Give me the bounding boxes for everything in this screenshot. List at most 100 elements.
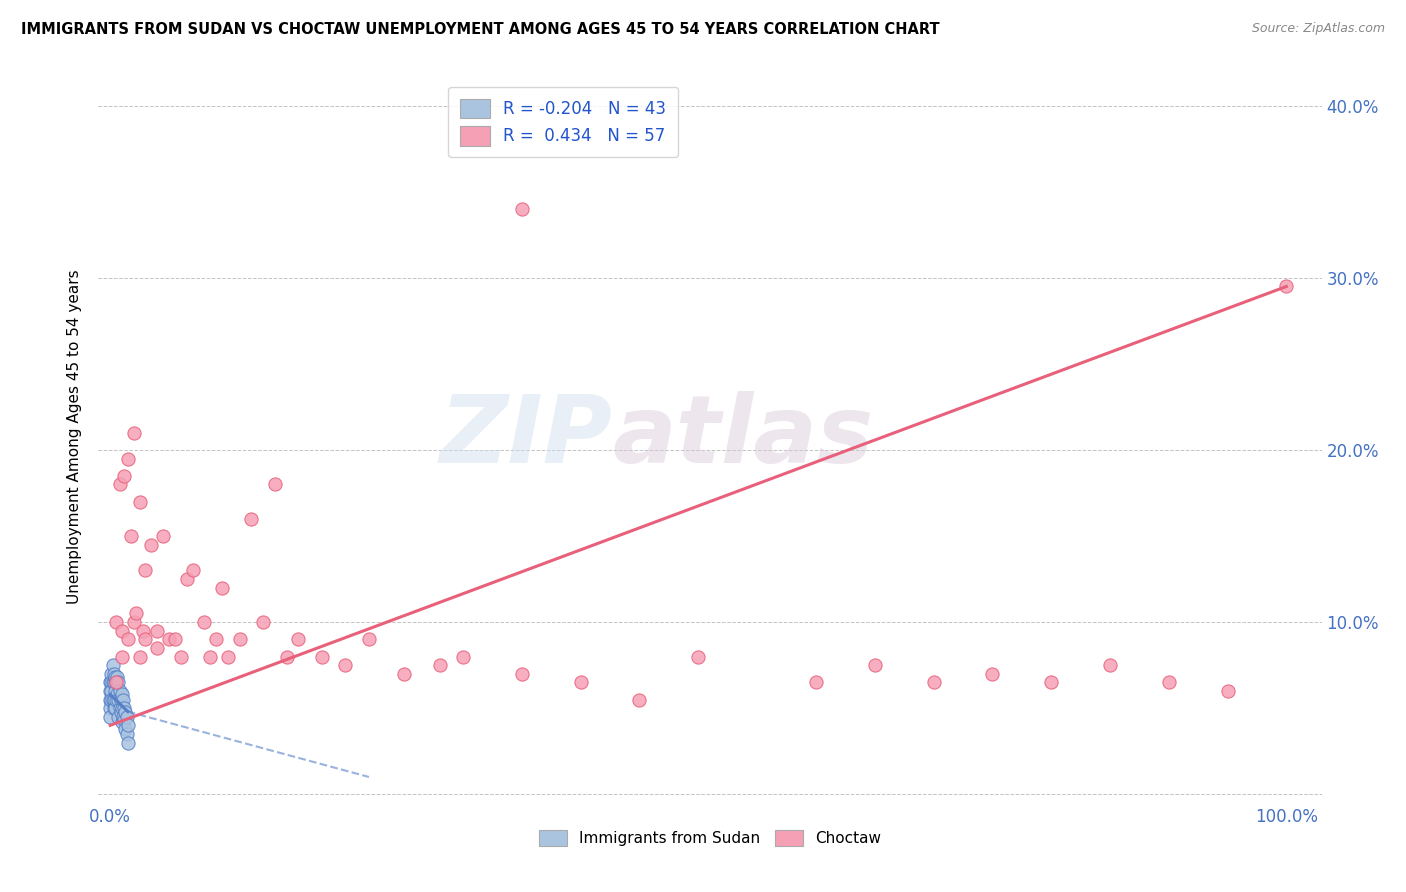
Point [98,701,121,715]
Point [101,692,124,706]
Point [170,649,193,664]
Point [101,658,124,673]
Point [104,670,127,684]
Point [335,658,357,673]
Point [117,735,139,749]
Point [122,615,145,629]
Legend: Immigrants from Sudan, Choctaw: Immigrants from Sudan, Choctaw [531,822,889,854]
Point [114,705,136,719]
Point [569,675,592,690]
Point [100,675,122,690]
Point [111,714,134,729]
Point [112,692,135,706]
Point [108,701,131,715]
Point [1098,658,1121,673]
Point [105,692,128,706]
Point [157,632,180,647]
Point [141,538,163,552]
Point [104,701,127,715]
Point [863,658,886,673]
Point [217,649,239,664]
Point [510,666,533,681]
Point [103,701,125,715]
Point [112,713,135,727]
Point [228,632,250,647]
Point [510,202,533,216]
Point [117,632,139,647]
Point [804,675,827,690]
Y-axis label: Unemployment Among Ages 45 to 54 years: Unemployment Among Ages 45 to 54 years [67,269,83,605]
Point [205,632,228,647]
Point [100,684,122,698]
Text: IMMIGRANTS FROM SUDAN VS CHOCTAW UNEMPLOYMENT AMONG AGES 45 TO 54 YEARS CORRELAT: IMMIGRANTS FROM SUDAN VS CHOCTAW UNEMPLO… [21,22,939,37]
Point [117,451,139,466]
Point [981,666,1004,681]
Point [451,649,474,664]
Point [111,687,134,701]
Point [115,710,138,724]
Point [628,692,651,706]
Point [1275,279,1298,293]
Point [105,687,128,701]
Point [98,710,121,724]
Text: Source: ZipAtlas.com: Source: ZipAtlas.com [1251,22,1385,36]
Point [1157,675,1180,690]
Point [114,722,136,736]
Point [112,701,135,715]
Point [98,675,121,690]
Point [112,710,135,724]
Point [108,684,131,698]
Point [132,624,155,638]
Point [134,564,156,578]
Point [392,666,416,681]
Point [146,624,169,638]
Text: atlas: atlas [612,391,873,483]
Point [429,658,451,673]
Point [111,649,134,664]
Point [110,692,132,706]
Text: ZIP: ZIP [439,391,612,483]
Point [101,675,124,690]
Point [128,494,150,508]
Point [198,649,221,664]
Point [107,710,129,724]
Point [181,564,204,578]
Point [105,675,128,690]
Point [146,640,169,655]
Point [152,529,174,543]
Point [922,675,945,690]
Point [193,615,215,629]
Point [103,666,125,681]
Point [134,632,156,647]
Point [128,649,150,664]
Point [1040,675,1063,690]
Point [240,512,263,526]
Point [263,477,285,491]
Point [112,468,135,483]
Point [122,425,145,440]
Point [108,477,131,491]
Point [105,615,128,629]
Point [103,692,125,706]
Point [104,684,127,698]
Point [110,705,132,719]
Point [311,649,333,664]
Point [163,632,186,647]
Point [115,727,138,741]
Point [107,692,129,706]
Point [252,615,274,629]
Point [120,529,142,543]
Point [276,649,298,664]
Point [98,692,121,706]
Point [111,624,134,638]
Point [107,675,129,690]
Point [688,649,710,664]
Point [1216,684,1239,698]
Point [287,632,309,647]
Point [100,692,122,706]
Point [176,572,198,586]
Point [117,718,139,732]
Point [100,666,122,681]
Point [111,701,134,715]
Point [105,675,128,690]
